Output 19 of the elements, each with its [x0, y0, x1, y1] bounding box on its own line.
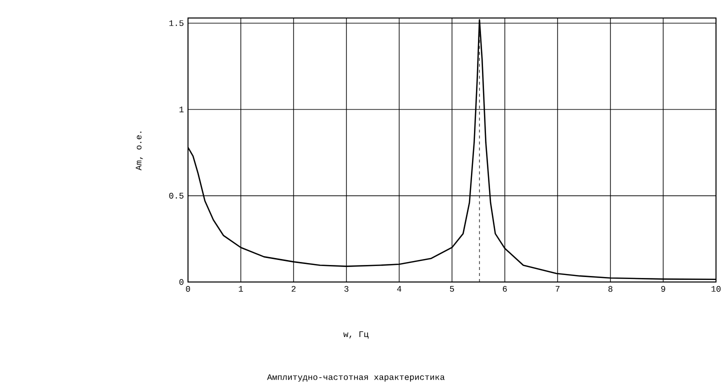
x-tick-label: 6	[502, 286, 507, 292]
x-axis-title: w, Гц	[343, 331, 369, 339]
x-tick-label: 3	[344, 286, 348, 292]
x-tick-label: 1	[238, 286, 243, 292]
x-tick-label: 10	[712, 286, 721, 292]
y-tick-label: 0	[179, 279, 184, 285]
x-tick-label: 7	[556, 286, 560, 292]
y-axis-title: Am, о.е.	[136, 132, 143, 170]
line-series	[187, 19, 717, 280]
y-tick-label: 1.5	[169, 20, 184, 26]
x-tick-label: 0	[186, 286, 190, 292]
x-tick-label: 9	[661, 286, 666, 292]
y-tick-label: 1	[180, 106, 184, 112]
x-tick-label: 2	[292, 286, 296, 292]
y-tick-label: 0.5	[169, 192, 184, 199]
x-tick-label: 5	[450, 286, 454, 292]
x-tick-label: 8	[608, 286, 612, 292]
x-tick-label: 4	[397, 286, 402, 292]
text: Амплитудно-частотная характеристика	[267, 374, 445, 382]
